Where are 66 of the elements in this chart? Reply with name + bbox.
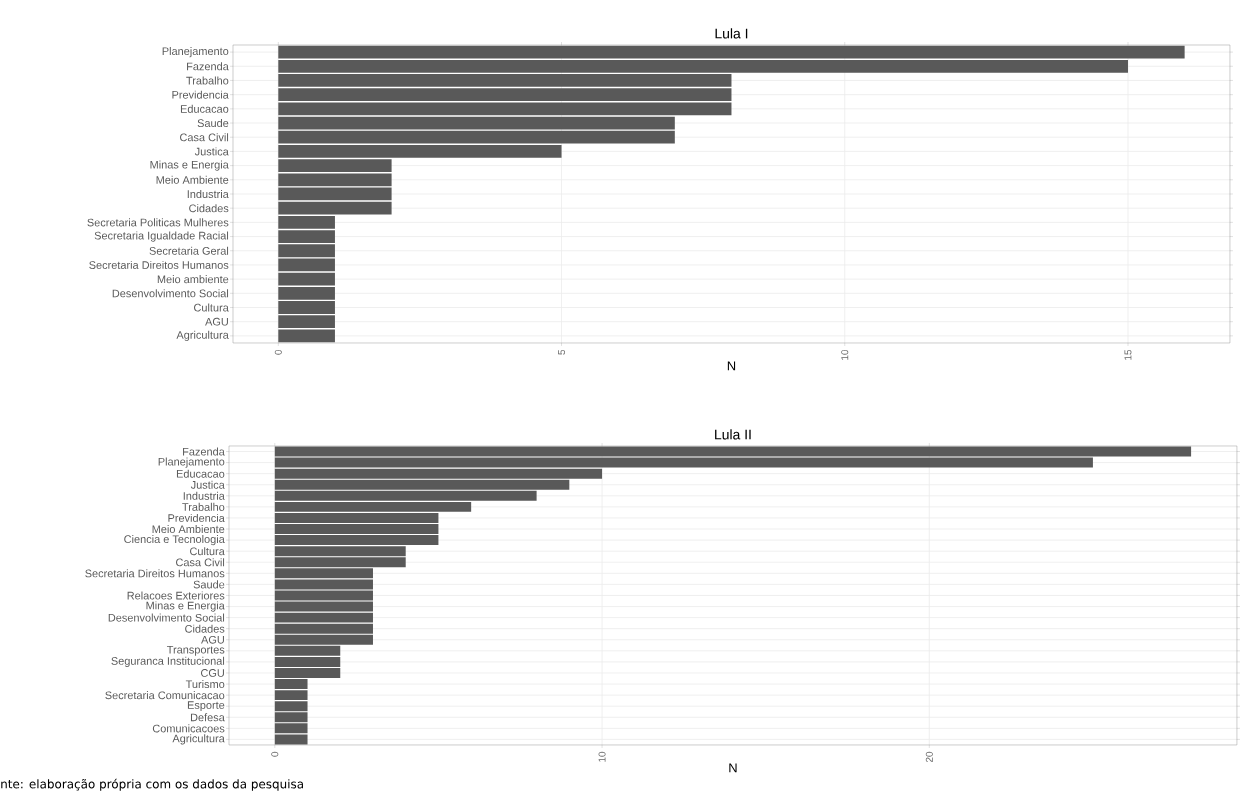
y-tick-label: Cidades: [185, 624, 225, 633]
chart-title: Lula I: [715, 28, 748, 39]
y-tick-label: CGU: [201, 669, 224, 677]
y-tick-label: Meio ambiente: [157, 275, 229, 284]
text: nte: elaboração própria com os dados da pesquisa: [1, 778, 303, 791]
y-tick-label: Desenvolvimento Social: [112, 289, 229, 298]
y-tick-label: Meio Ambiente: [156, 175, 229, 184]
y-tick-label: Secretaria Direitos Humanos: [89, 260, 229, 269]
y-tick-label: Planejamento: [158, 457, 225, 468]
y-tick-label: Industria: [183, 491, 225, 500]
y-tick-label: Fazenda: [183, 447, 225, 456]
y-tick-label: Seguranca Institucional: [111, 656, 225, 668]
y-tick-label: Justica: [194, 147, 229, 156]
y-tick-label: Secretaria Comunicacao: [105, 691, 225, 700]
y-tick-label: Educacao: [176, 469, 225, 478]
x-tick-label: 5: [558, 349, 565, 355]
y-tick-label: Trabalho: [182, 502, 225, 511]
y-tick-label: Esporte: [187, 701, 225, 712]
y-tick-label: Cultura: [190, 547, 225, 556]
bar: [278, 258, 335, 272]
y-tick-label: Secretaria Geral: [149, 246, 229, 255]
y-tick-label: Saude: [197, 119, 229, 128]
y-tick-label: AGU: [205, 317, 228, 326]
x-tick-label: 15: [1124, 349, 1132, 360]
y-tick-label: Minas e Energia: [150, 160, 229, 171]
y-tick-label: Meio Ambiente: [152, 525, 225, 534]
bar: [278, 329, 335, 343]
x-tick-label: 10: [598, 751, 606, 762]
y-tick-label: Secretaria Direitos Humanos: [85, 569, 225, 578]
y-tick-label: Previdencia: [172, 90, 229, 99]
y-tick-label: Educacao: [180, 104, 229, 113]
y-tick-label: Saude: [193, 580, 225, 589]
y-tick-label: Previdencia: [168, 513, 225, 522]
y-tick-label: Secretaria Politicas Mulheres: [87, 218, 229, 227]
y-tick-label: AGU: [201, 635, 224, 644]
bar: [278, 116, 675, 130]
y-tick-label: Cidades: [189, 204, 229, 213]
y-tick-label: Industria: [187, 189, 229, 199]
x-axis-title: N: [729, 763, 737, 773]
bar: [278, 187, 392, 201]
chart-title: Lula II: [715, 429, 751, 440]
y-tick-label: Casa Civil: [180, 133, 229, 142]
y-tick-label: Agricultura: [176, 330, 229, 341]
x-axis-title: N: [727, 361, 736, 371]
y-tick-label: Cultura: [194, 303, 229, 312]
bar: [278, 45, 1185, 59]
y-tick-label: Fazenda: [187, 62, 229, 71]
x-tick-label: 20: [925, 751, 933, 763]
y-tick-label: Agricultura: [172, 734, 225, 745]
y-tick-label: Ciencia e Tecnologia: [124, 535, 225, 546]
y-tick-label: Defesa: [190, 713, 225, 722]
y-tick-label: Comunicacoes: [152, 724, 225, 733]
x-tick-label: 0: [274, 349, 282, 355]
y-tick-label: Desenvolvimento Social: [108, 613, 225, 622]
y-tick-label: Justica: [190, 480, 225, 489]
y-tick-label: Planejamento: [162, 47, 229, 58]
y-tick-label: Transportes: [166, 645, 225, 656]
y-tick-label: Minas e Energia: [146, 601, 225, 612]
y-tick-label: Relacoes Exteriores: [127, 591, 225, 600]
x-tick-label: 10: [841, 349, 849, 360]
bar: [274, 446, 1192, 457]
y-tick-label: Turismo: [185, 680, 225, 689]
y-tick-label: Trabalho: [186, 76, 229, 85]
y-tick-label: Secretaria Igualdade Racial: [94, 231, 229, 242]
y-tick-label: Casa Civil: [176, 558, 225, 567]
x-tick-label: 0: [271, 751, 279, 757]
